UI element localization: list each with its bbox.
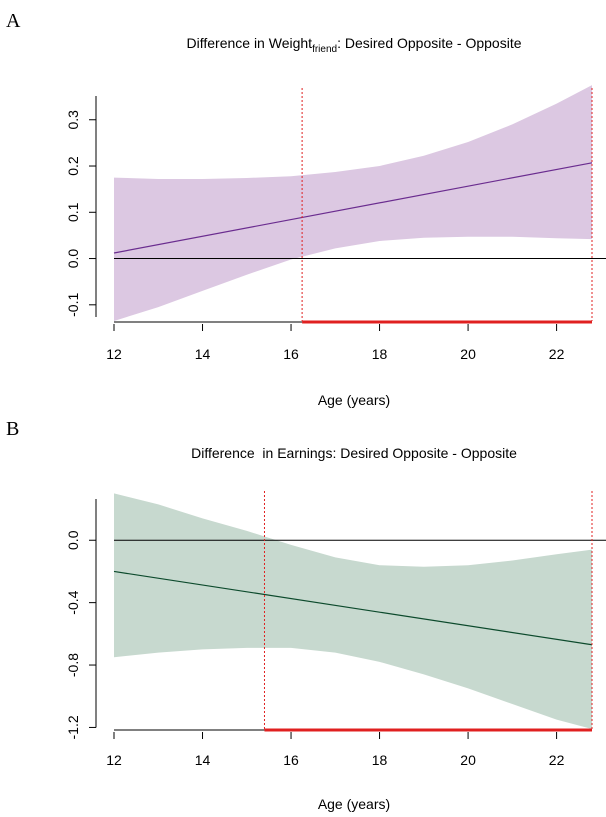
x-tick-label: 20 [460,752,476,768]
x-tick-label: 18 [372,752,388,768]
x-tick-label: 18 [372,346,388,362]
x-tick-label: 22 [549,752,565,768]
panel-a-title: Difference in Weightfriend: Desired Oppo… [187,35,522,55]
x-tick-label: 20 [460,346,476,362]
y-tick-label: 0.0 [65,249,81,269]
panel-b-title: Difference in Earnings: Desired Opposite… [191,445,517,461]
x-tick-label: 16 [283,346,299,362]
confidence-band [114,493,592,729]
y-tick-label: -0.4 [65,590,81,614]
y-tick-label: 0.2 [65,156,81,176]
y-tick-label: 0.3 [65,110,81,130]
panel-b-x-axis-label: Age (years) [318,796,390,812]
x-tick-label: 12 [106,752,122,768]
panel-a-title-main: Difference in Weight [187,35,313,51]
panel-a-title-suffix: : Desired Opposite - Opposite [337,35,522,51]
y-tick-label: 0.0 [65,530,81,550]
estimate-line [113,570,593,646]
panel-label-a: A [6,10,21,32]
confidence-band [114,85,592,321]
x-tick-label: 14 [195,752,211,768]
panel-a-plot: -0.1 0.0 0.1 0.2 0.3 12 14 16 18 20 22 [65,85,606,362]
y-tick-label: 0.1 [65,202,81,222]
panel-b: B Difference in Earnings: Desired Opposi… [6,418,606,812]
panel-a: A Difference in Weightfriend: Desired Op… [6,10,606,408]
y-tick-label: -0.1 [65,293,81,317]
panel-b-plot: -1.2 -0.8 -0.4 0.0 12 14 16 18 20 22 [65,491,606,768]
y-tick-label: -1.2 [65,715,81,739]
panel-a-x-axis-label: Age (years) [318,392,390,408]
y-tick-label: -0.8 [65,653,81,677]
x-tick-label: 22 [549,346,565,362]
x-tick-label: 16 [283,752,299,768]
x-tick-label: 12 [106,346,122,362]
panel-label-b: B [6,418,19,440]
x-tick-label: 14 [195,346,211,362]
panel-a-title-subscript: friend [312,44,337,55]
estimate-line [113,162,593,254]
